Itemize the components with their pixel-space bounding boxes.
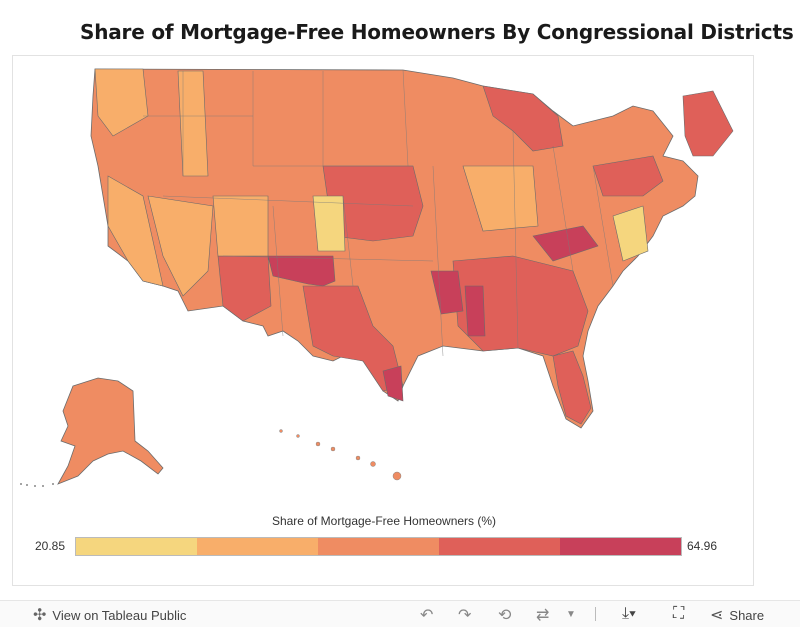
revert-icon: ⟲ [498,607,512,624]
view-on-tableau-label: View on Tableau Public [52,607,187,623]
tableau-toolbar: ✣ View on Tableau Public ↶ ↷ ⟲ ⇄ ▼ ⤓▾ ⛶ … [0,600,800,627]
revert-button[interactable]: ⟲ [498,605,511,625]
region-florida [552,350,592,425]
region-california-coast [107,175,164,287]
legend-swatch-5 [560,538,681,555]
region-maine [682,90,734,157]
region-colorado-front [312,195,346,252]
fullscreen-button[interactable]: ⛶ [673,605,684,623]
legend-swatch-2 [197,538,318,555]
share-icon: ⋖ [710,607,724,624]
map-panel: Share of Mortgage-Free Homeowners (%) 20… [12,55,754,586]
share-button[interactable]: ⋖ Share [710,605,764,625]
refresh-dropdown[interactable]: ▼ [566,609,576,620]
legend-swatch-4 [439,538,560,555]
dropdown-icon: ▼ [566,609,576,620]
region-midwest-metro [462,165,539,232]
hawaii-islands [279,429,402,481]
region-northeast [592,155,664,197]
redo-icon: ↷ [458,607,472,624]
legend-swatch-1 [76,538,197,555]
region-utah [212,195,269,257]
toolbar-divider [595,607,596,621]
legend-min-value: 20.85 [35,539,66,553]
region-southeast [452,255,589,357]
download-icon: ⤓▾ [622,605,636,622]
region-nevada-ca [147,195,214,297]
undo-button[interactable]: ↶ [420,605,433,625]
region-oklahoma [267,255,336,287]
legend-max-value: 64.96 [687,539,718,553]
refresh-button[interactable]: ⇄ [536,605,549,625]
region-pacific-nw [94,68,149,137]
aleutian-islands [20,483,54,487]
chart-title: Share of Mortgage-Free Homeowners By Con… [80,20,794,44]
legend-color-bar [75,537,682,556]
redo-button[interactable]: ↷ [458,605,471,625]
alaska-shape [57,377,164,485]
us-district-map[interactable] [13,56,755,511]
view-on-tableau-link[interactable]: ✣ View on Tableau Public [33,605,186,625]
fullscreen-icon: ⛶ [673,605,685,622]
legend-title: Share of Mortgage-Free Homeowners (%) [271,514,497,528]
undo-icon: ↶ [420,607,434,624]
legend-swatch-3 [318,538,439,555]
region-mid-atlantic [612,205,649,262]
share-label: Share [729,607,765,623]
region-idaho-montana [177,70,209,177]
download-button[interactable]: ⤓▾ [622,605,636,623]
tableau-logo-icon: ✣ [33,607,47,624]
region-louisiana-coast [382,365,404,402]
region-mississippi [464,285,486,337]
district-borders [143,69,614,357]
region-great-lakes [482,85,564,152]
refresh-icon: ⇄ [536,607,550,624]
